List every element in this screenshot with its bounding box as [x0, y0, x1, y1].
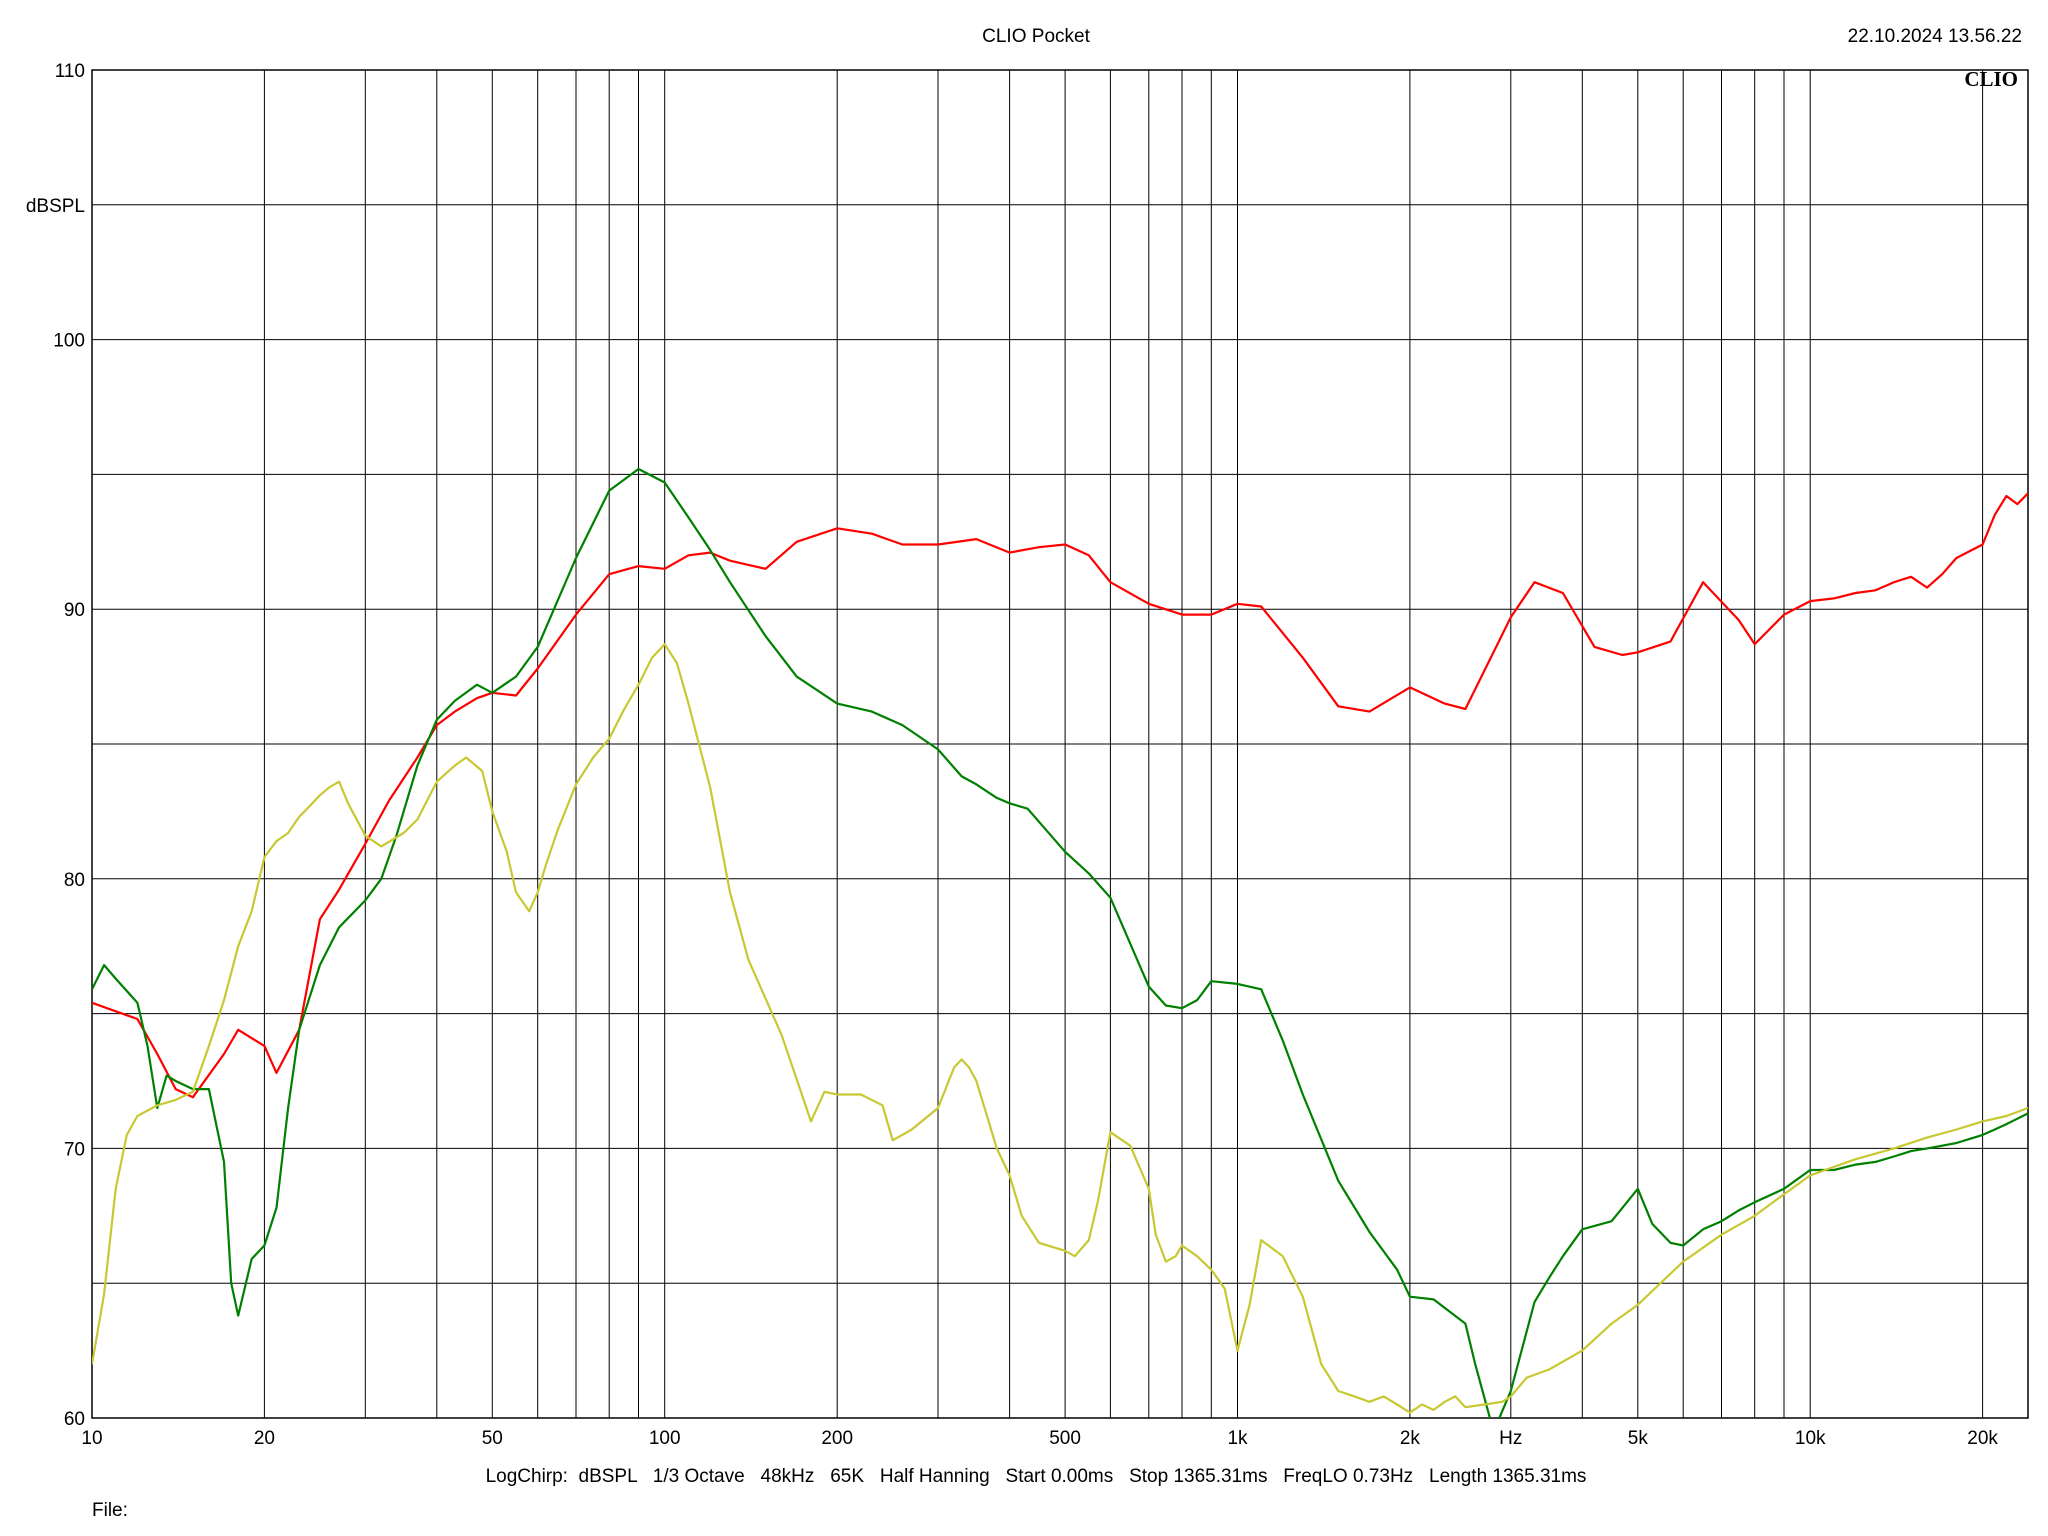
x-tick-label: 20 [254, 1428, 275, 1449]
x-tick-label: 500 [1049, 1428, 1081, 1449]
series-line-1 [92, 492, 2028, 1099]
chart-title: CLIO Pocket [982, 26, 1090, 47]
timestamp: 22.10.2024 13.56.22 [1848, 26, 2022, 47]
x-tick-label: 1k [1227, 1428, 1248, 1449]
series-line-3 [92, 643, 2028, 1414]
x-tick-label: 100 [649, 1428, 681, 1449]
x-tick-label: 50 [482, 1428, 503, 1449]
measurement-settings: LogChirp: dBSPL 1/3 Octave 48kHz 65K Hal… [486, 1466, 1587, 1487]
plot-area [91, 69, 2029, 1419]
x-axis-label: Hz [1499, 1428, 1522, 1449]
y-axis-label: dBSPL [26, 196, 85, 217]
series-line-2 [92, 467, 2028, 1418]
x-tick-label: 20k [1967, 1428, 1998, 1449]
y-tick-label: 90 [64, 600, 85, 621]
clio-logo: CLIO [1964, 67, 2018, 91]
y-tick-label: 60 [64, 1409, 85, 1430]
tick-labels: 10 20 50 100 200 500 1k 2k 5k 10k 20k 60 70 80 90 100 11… [53, 61, 1998, 1449]
y-tick-label: 70 [64, 1139, 85, 1160]
x-tick-label: 2k [1400, 1428, 1421, 1449]
y-tick-label: 80 [64, 870, 85, 891]
y-tick-label: 110 [55, 61, 85, 82]
x-tick-label: 10 [81, 1428, 102, 1449]
x-tick-label: 200 [821, 1428, 853, 1449]
grid-lines [92, 70, 2028, 1418]
series-layer [92, 467, 2028, 1418]
x-tick-label: 10k [1795, 1428, 1826, 1449]
y-tick-label: 100 [53, 331, 85, 352]
file-label: File: [92, 1500, 128, 1521]
x-tick-label: 5k [1628, 1428, 1649, 1449]
